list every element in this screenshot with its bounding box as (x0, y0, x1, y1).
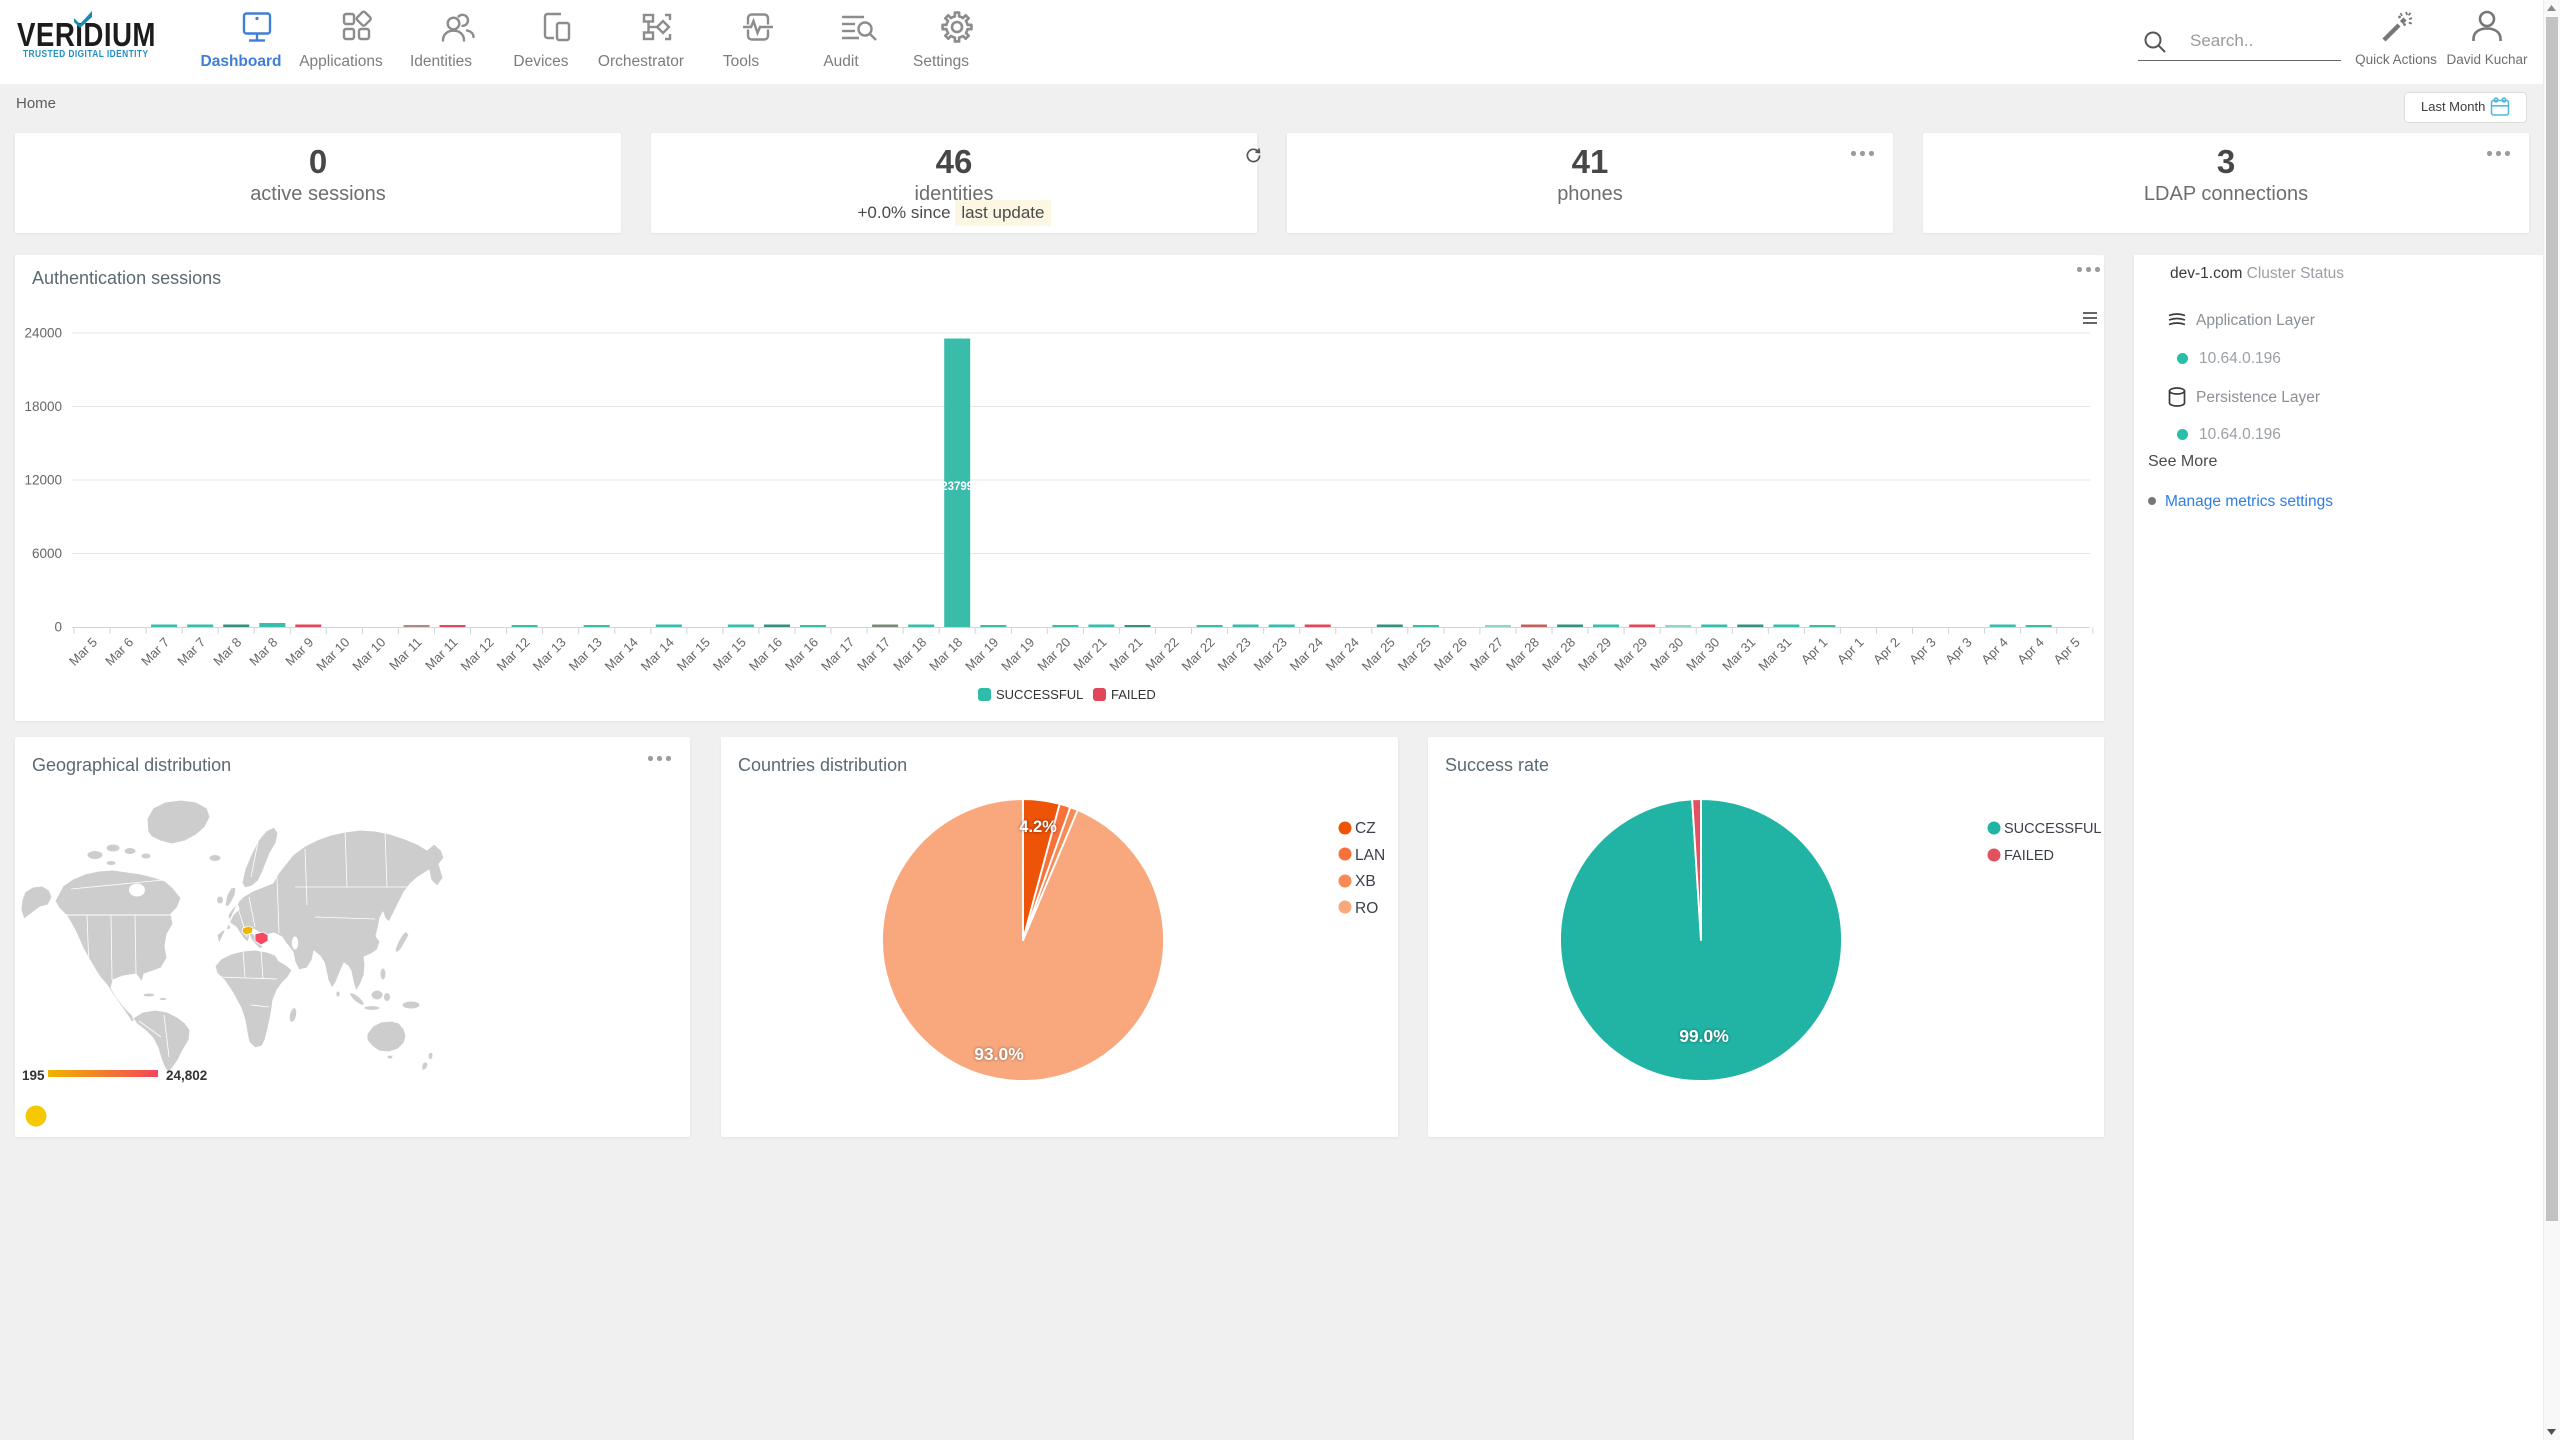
svg-text:Mar 10: Mar 10 (349, 635, 388, 674)
svg-text:FAILED: FAILED (1111, 687, 1156, 702)
svg-text:Mar 20: Mar 20 (1034, 635, 1073, 674)
svg-text:Mar 19: Mar 19 (962, 635, 1001, 674)
svg-text:Mar 30: Mar 30 (1647, 635, 1686, 674)
svg-text:Apr 1: Apr 1 (1834, 635, 1867, 668)
svg-text:12000: 12000 (24, 473, 62, 488)
svg-text:SUCCESSFUL: SUCCESSFUL (996, 687, 1083, 702)
svg-text:Mar 16: Mar 16 (746, 635, 785, 674)
svg-text:Mar 7: Mar 7 (138, 635, 172, 669)
svg-text:Mar 22: Mar 22 (1178, 635, 1217, 674)
svg-text:Mar 19: Mar 19 (998, 635, 1037, 674)
svg-text:RO: RO (1355, 900, 1378, 917)
svg-text:FAILED: FAILED (2004, 848, 2054, 864)
svg-text:Mar 25: Mar 25 (1395, 635, 1434, 674)
svg-text:Mar 17: Mar 17 (818, 635, 857, 674)
svg-text:CZ: CZ (1355, 820, 1376, 837)
svg-text:Mar 8: Mar 8 (246, 635, 280, 669)
svg-text:Mar 21: Mar 21 (1070, 635, 1109, 674)
svg-text:Mar 15: Mar 15 (674, 635, 713, 674)
svg-text:Mar 12: Mar 12 (457, 635, 496, 674)
svg-text:Mar 9: Mar 9 (282, 635, 316, 669)
svg-text:Mar 21: Mar 21 (1106, 635, 1145, 674)
svg-text:23799: 23799 (941, 481, 973, 493)
svg-text:Mar 30: Mar 30 (1683, 635, 1722, 674)
svg-text:Mar 31: Mar 31 (1719, 635, 1758, 674)
svg-text:Mar 15: Mar 15 (710, 635, 749, 674)
svg-text:Mar 5: Mar 5 (66, 635, 100, 669)
svg-text:Mar 8: Mar 8 (210, 635, 244, 669)
svg-text:Apr 5: Apr 5 (2050, 635, 2083, 668)
svg-text:99.0%: 99.0% (1679, 1026, 1729, 1046)
svg-text:Mar 18: Mar 18 (890, 635, 929, 674)
svg-text:Mar 16: Mar 16 (782, 635, 821, 674)
svg-text:Mar 28: Mar 28 (1539, 635, 1578, 674)
svg-text:195: 195 (22, 1068, 45, 1083)
svg-text:Mar 12: Mar 12 (493, 635, 532, 674)
svg-text:Mar 10: Mar 10 (313, 635, 352, 674)
svg-text:Mar 14: Mar 14 (638, 635, 677, 674)
svg-text:Apr 4: Apr 4 (1978, 635, 2011, 668)
svg-text:Mar 13: Mar 13 (566, 635, 605, 674)
svg-text:0: 0 (54, 620, 62, 635)
svg-text:Apr 3: Apr 3 (1906, 635, 1939, 668)
svg-text:Mar 17: Mar 17 (854, 635, 893, 674)
svg-text:Mar 24: Mar 24 (1323, 635, 1362, 674)
svg-text:Mar 11: Mar 11 (422, 635, 461, 674)
svg-text:Mar 23: Mar 23 (1251, 635, 1290, 674)
svg-text:XB: XB (1355, 873, 1376, 890)
svg-text:Mar 29: Mar 29 (1575, 635, 1614, 674)
svg-text:Mar 23: Mar 23 (1214, 635, 1253, 674)
svg-text:Mar 26: Mar 26 (1431, 635, 1470, 674)
svg-text:93.0%: 93.0% (974, 1044, 1024, 1064)
svg-text:Mar 27: Mar 27 (1467, 635, 1506, 674)
svg-text:Mar 31: Mar 31 (1755, 635, 1794, 674)
svg-text:Mar 7: Mar 7 (174, 635, 208, 669)
svg-text:18000: 18000 (24, 399, 62, 414)
svg-text:Mar 29: Mar 29 (1611, 635, 1650, 674)
svg-text:Apr 2: Apr 2 (1870, 635, 1903, 668)
svg-text:Mar 18: Mar 18 (926, 635, 965, 674)
svg-text:Mar 13: Mar 13 (530, 635, 569, 674)
svg-text:Apr 4: Apr 4 (2014, 635, 2047, 668)
svg-text:Mar 6: Mar 6 (102, 635, 136, 669)
svg-text:Mar 24: Mar 24 (1287, 635, 1326, 674)
svg-text:24000: 24000 (24, 326, 62, 341)
svg-text:4.2%: 4.2% (1019, 818, 1057, 836)
svg-text:SUCCESSFUL: SUCCESSFUL (2004, 821, 2102, 837)
svg-text:Mar 14: Mar 14 (602, 635, 641, 674)
svg-text:Apr 1: Apr 1 (1798, 635, 1831, 668)
svg-text:Mar 11: Mar 11 (386, 635, 425, 674)
svg-text:24,802: 24,802 (166, 1068, 207, 1083)
svg-text:Apr 3: Apr 3 (1942, 635, 1975, 668)
svg-text:6000: 6000 (32, 546, 62, 561)
svg-text:Mar 28: Mar 28 (1503, 635, 1542, 674)
svg-text:LAN: LAN (1355, 847, 1385, 864)
svg-text:Mar 22: Mar 22 (1142, 635, 1181, 674)
svg-text:Mar 25: Mar 25 (1359, 635, 1398, 674)
